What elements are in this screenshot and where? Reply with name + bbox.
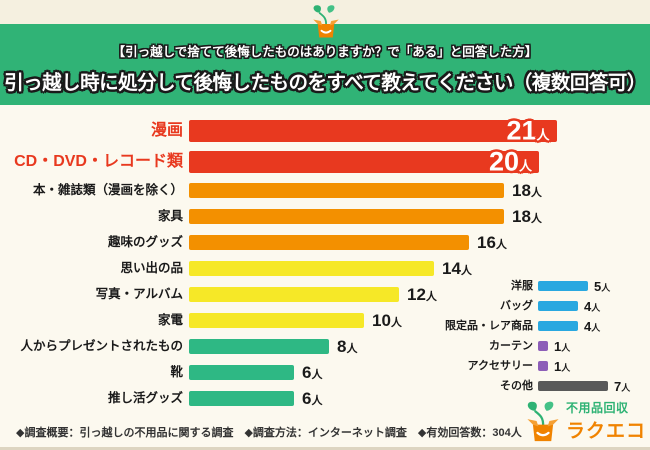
bar-label: 本・雑誌類（漫画を除く） bbox=[32, 183, 183, 198]
chart-row: 漫画 21人 bbox=[0, 115, 557, 146]
bar-label: その他 bbox=[500, 379, 533, 392]
bar-value: 1人 bbox=[554, 358, 571, 374]
brand-logo: 不用品回収 ラクエコ bbox=[524, 399, 646, 443]
chart-row: 家電 10人 bbox=[0, 311, 402, 330]
logo-brand-name: ラクエコ bbox=[566, 421, 647, 442]
chart-row: バッグ 4人 bbox=[420, 298, 601, 314]
bar-value: 5人 bbox=[594, 278, 611, 294]
chart-row: カーテン 1人 bbox=[420, 338, 571, 354]
bottom-edge-strip bbox=[0, 447, 650, 450]
sprout-box-icon bbox=[313, 5, 339, 38]
bar bbox=[189, 365, 294, 380]
chart-row: 靴 6人 bbox=[0, 363, 323, 382]
bar-value: 6人 bbox=[302, 363, 323, 382]
bar bbox=[538, 341, 548, 351]
chart-row: 人からプレゼントされたもの 8人 bbox=[0, 337, 358, 356]
main-bar-chart: 漫画 21人 CD・DVD・レコード類 20人 本・雑誌類（漫画を除く） 18人 家具 18人… bbox=[0, 106, 650, 408]
bar bbox=[538, 381, 608, 391]
bar: 20人 bbox=[189, 146, 539, 177]
bar-label: 洋服 bbox=[511, 279, 533, 292]
bar-label: 靴 bbox=[170, 365, 183, 380]
chart-row: 思い出の品 14人 bbox=[0, 259, 472, 278]
bar bbox=[189, 287, 399, 302]
bar-label: 写真・アルバム bbox=[95, 287, 183, 302]
bar-value: 16人 bbox=[477, 233, 507, 252]
bar-value: 18人 bbox=[512, 181, 542, 200]
bar-label: 人からプレゼントされたもの bbox=[20, 339, 183, 354]
page-title: 引っ越し時に処分して後悔したものをすべて教えてください（複数回答可） bbox=[4, 72, 646, 94]
bar-label: 趣味のグッズ bbox=[107, 235, 183, 250]
bar-value: 6人 bbox=[302, 389, 323, 408]
bar: 21人 bbox=[189, 115, 557, 146]
chart-row: CD・DVD・レコード類 20人 bbox=[0, 146, 539, 177]
secondary-bar-chart: 洋服 5人 バッグ 4人 限定品・レア商品 4人 カーテン 1人 アクセサリー 1人 その他 7人 bbox=[420, 276, 650, 401]
chart-row: 洋服 5人 bbox=[420, 278, 611, 294]
bar-label: 家具 bbox=[157, 209, 183, 224]
bar bbox=[189, 183, 504, 198]
bar-value: 7人 bbox=[614, 378, 631, 394]
bar-label: アクセサリー bbox=[467, 359, 533, 372]
bar-label: カーテン bbox=[489, 339, 533, 352]
bar bbox=[189, 209, 504, 224]
chart-row: アクセサリー 1人 bbox=[420, 358, 571, 374]
bar-label: 推し活グッズ bbox=[107, 391, 183, 406]
bar bbox=[538, 301, 578, 311]
bar-value: 18人 bbox=[512, 207, 542, 226]
bar-value: 10人 bbox=[372, 311, 402, 330]
chart-row: 家具 18人 bbox=[0, 207, 542, 226]
bar-value: 4人 bbox=[584, 318, 601, 334]
bar bbox=[538, 321, 578, 331]
bar bbox=[538, 281, 588, 291]
chart-row: 推し活グッズ 6人 bbox=[0, 389, 323, 408]
chart-row: 趣味のグッズ 16人 bbox=[0, 233, 507, 252]
chart-row: その他 7人 bbox=[420, 378, 631, 394]
bar-value: 4人 bbox=[584, 298, 601, 314]
bar-label: バッグ bbox=[500, 299, 533, 312]
bar-label: 漫画 bbox=[150, 122, 183, 139]
chart-row: 本・雑誌類（漫画を除く） 18人 bbox=[0, 181, 542, 200]
logo-service-type: 不用品回収 bbox=[566, 401, 629, 415]
bar bbox=[189, 391, 294, 406]
bar-value: 14人 bbox=[442, 259, 472, 278]
bar-value: 20人 bbox=[488, 146, 532, 177]
bar bbox=[189, 261, 434, 276]
chart-row: 写真・アルバム 12人 bbox=[0, 285, 437, 304]
bar bbox=[189, 313, 364, 328]
bar bbox=[189, 235, 469, 250]
bar-label: CD・DVD・レコード類 bbox=[14, 153, 183, 170]
bar-value: 1人 bbox=[554, 338, 571, 354]
bar-value: 12人 bbox=[407, 285, 437, 304]
recycle-box-icon bbox=[527, 401, 559, 442]
bar-label: 家電 bbox=[157, 313, 183, 328]
logo-text: 不用品回収 ラクエコ bbox=[566, 399, 646, 443]
bar-label: 限定品・レア商品 bbox=[445, 319, 533, 332]
bar bbox=[538, 361, 548, 371]
chart-row: 限定品・レア商品 4人 bbox=[420, 318, 601, 334]
bar-value: 8人 bbox=[337, 337, 358, 356]
bar-label: 思い出の品 bbox=[120, 261, 183, 276]
bar-value: 21人 bbox=[506, 115, 550, 146]
survey-notes: ◆調査概要：引っ越しの不用品に関する調査 ◆調査方法：インターネット調査 ◆有効… bbox=[16, 427, 522, 439]
survey-filter-note: 【引っ越しで捨てて後悔したものはありますか？で「ある」と回答した方】 bbox=[112, 45, 538, 59]
bar bbox=[189, 339, 329, 354]
